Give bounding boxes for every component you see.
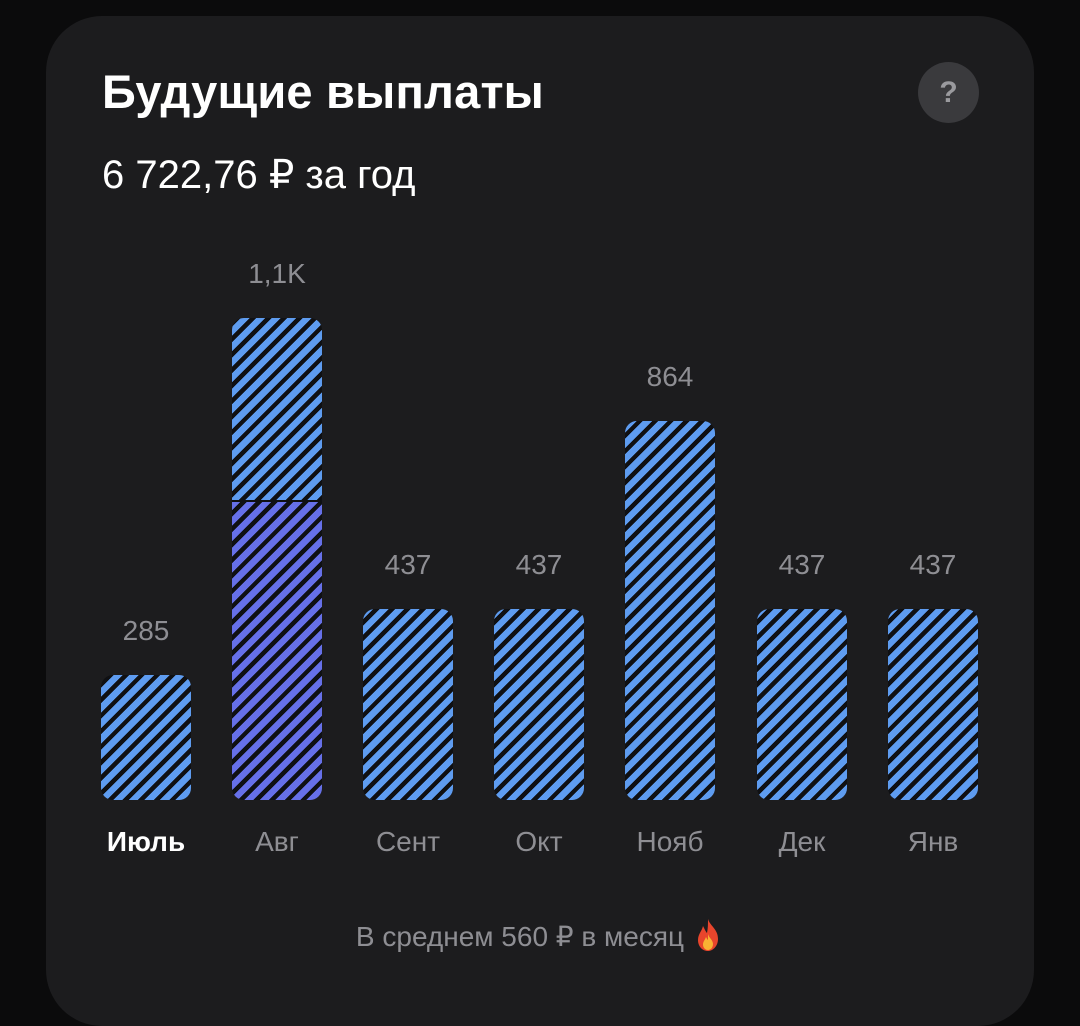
fire-icon: [692, 918, 724, 959]
month-label[interactable]: Нояб: [636, 826, 704, 857]
bar-segment-upper: [494, 609, 584, 800]
bar-segment-upper: [888, 609, 978, 800]
payouts-card: [46, 16, 1034, 1026]
average-summary: В среднем 560 ₽ в месяц: [46, 918, 1034, 959]
average-text: В среднем 560 ₽ в месяц: [355, 920, 685, 952]
segment-divider: [232, 500, 322, 502]
month-label[interactable]: Авг: [255, 826, 299, 857]
bar-value-label: 285: [122, 615, 170, 646]
question-mark-icon: ?: [939, 75, 958, 109]
yearly-total: 6 722,76 ₽ за год: [102, 153, 416, 197]
bar-value-label: 437: [909, 549, 957, 580]
bar-segment-upper: [625, 421, 715, 800]
bar-value-label: 864: [646, 361, 694, 392]
bar-1[interactable]: [101, 675, 191, 800]
month-label[interactable]: Окт: [515, 826, 563, 857]
bar-segment-lower: [232, 501, 322, 800]
bar-7[interactable]: [888, 609, 978, 800]
month-label[interactable]: Июль: [106, 826, 186, 857]
bar-4[interactable]: [494, 609, 584, 800]
bar-5[interactable]: [625, 421, 715, 800]
bar-value-label: 437: [515, 549, 563, 580]
bar-value-label: 437: [384, 549, 432, 580]
bar-segment-upper: [101, 675, 191, 800]
month-label[interactable]: Сент: [375, 826, 441, 857]
month-label[interactable]: Янв: [907, 826, 959, 857]
bar-2[interactable]: [232, 318, 322, 800]
bar-segment-upper: [363, 609, 453, 800]
bar-6[interactable]: [757, 609, 847, 800]
month-label[interactable]: Дек: [778, 826, 826, 857]
help-button[interactable]: ?: [918, 62, 979, 123]
bar-value-label: 437: [778, 549, 826, 580]
bar-value-label: 1,1K: [248, 258, 306, 289]
card-title: Будущие выплаты: [102, 65, 544, 118]
bar-segment-upper: [232, 318, 322, 501]
bar-segment-upper: [757, 609, 847, 800]
bar-3[interactable]: [363, 609, 453, 800]
